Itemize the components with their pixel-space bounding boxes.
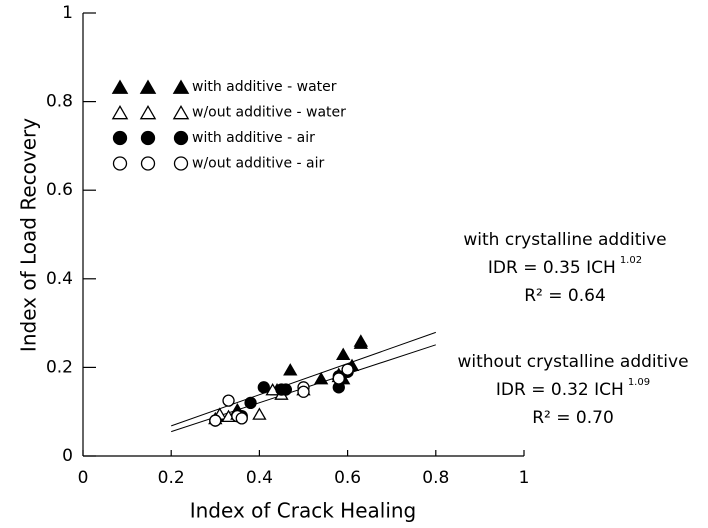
annotation-equation: IDR = 0.35 ICH 1.02 bbox=[488, 255, 642, 278]
y-tick-label: 0 bbox=[62, 446, 73, 466]
y-tick-label: 1 bbox=[62, 3, 73, 23]
annotation-r2: R² = 0.64 bbox=[524, 286, 606, 306]
data-point bbox=[257, 381, 270, 394]
x-tick-label: 0.4 bbox=[246, 468, 273, 488]
x-tick-label: 0.8 bbox=[422, 468, 449, 488]
data-point bbox=[332, 372, 345, 385]
annotation-equation: IDR = 0.32 ICH 1.09 bbox=[496, 377, 650, 400]
data-point bbox=[336, 347, 351, 360]
legend-marker bbox=[139, 105, 157, 120]
x-tick-label: 1 bbox=[519, 468, 530, 488]
x-tick-label: 0.2 bbox=[158, 468, 185, 488]
y-tick-label: 0.4 bbox=[46, 269, 73, 289]
y-tick-label: 0.2 bbox=[46, 357, 73, 377]
data-point bbox=[244, 396, 257, 409]
equation-exponent: 1.09 bbox=[628, 377, 650, 388]
x-tick-label: 0.6 bbox=[334, 468, 361, 488]
y-tick-label: 0.8 bbox=[46, 92, 73, 112]
legend-marker bbox=[173, 130, 189, 146]
legend-marker bbox=[172, 79, 190, 94]
legend-label: w/out additive - air bbox=[192, 156, 324, 172]
legend-marker bbox=[112, 130, 128, 146]
x-axis-title: Index of Crack Healing bbox=[190, 499, 417, 523]
data-point bbox=[313, 371, 329, 385]
annotation-r2: R² = 0.70 bbox=[532, 408, 614, 428]
data-point bbox=[341, 363, 354, 376]
legend-marker bbox=[140, 130, 156, 146]
legend-label: w/out additive - water bbox=[192, 105, 346, 121]
legend-marker bbox=[173, 156, 189, 171]
legend-marker bbox=[111, 105, 129, 120]
data-point bbox=[209, 414, 222, 427]
legend-label: with additive - air bbox=[192, 130, 315, 146]
data-point bbox=[222, 394, 235, 407]
annotation-title: without crystalline additive bbox=[457, 352, 688, 372]
data-point bbox=[283, 363, 298, 376]
legend-marker bbox=[140, 156, 156, 171]
legend-marker bbox=[112, 156, 128, 171]
legend-label: with additive - water bbox=[192, 79, 337, 95]
data-point bbox=[279, 383, 293, 396]
equation-exponent: 1.02 bbox=[620, 255, 642, 266]
y-tick-label: 0.6 bbox=[46, 180, 73, 200]
legend-marker bbox=[111, 79, 129, 94]
equation-text: IDR = 0.32 ICH bbox=[496, 380, 624, 400]
legend-marker bbox=[172, 105, 190, 120]
y-axis-title: Index of Load Recovery bbox=[17, 118, 41, 352]
data-point bbox=[252, 407, 267, 420]
data-point bbox=[235, 412, 248, 425]
data-point bbox=[353, 334, 369, 347]
equation-text: IDR = 0.35 ICH bbox=[488, 258, 616, 278]
annotation-title: with crystalline additive bbox=[463, 230, 666, 250]
legend-marker bbox=[139, 79, 157, 94]
x-tick-label: 0 bbox=[78, 468, 89, 488]
fit-line bbox=[171, 331, 436, 427]
data-point bbox=[297, 385, 310, 398]
